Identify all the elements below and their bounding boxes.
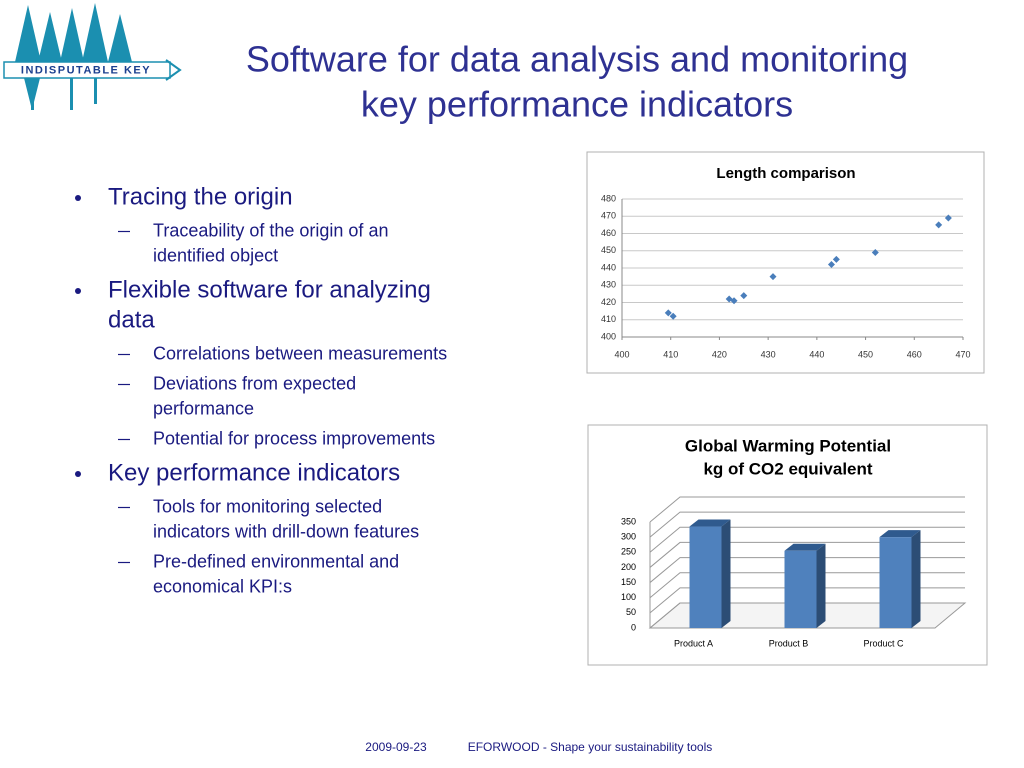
x-tick-label: 440 <box>809 349 824 359</box>
bullet-text: Tracing the origin <box>108 183 293 210</box>
bullet-marker <box>75 471 81 477</box>
charts: Length comparison 400 410 420 430 440 450 460 47… <box>601 165 971 648</box>
bar-side <box>911 530 921 628</box>
grid-line <box>649 587 965 614</box>
slide-title: Software for data analysis and monitorin… <box>246 39 908 80</box>
chart-frame <box>586 151 985 374</box>
sub-bullet-text: indicators with drill-down features <box>153 521 419 541</box>
y-tick-label: 420 <box>601 297 616 307</box>
bar-side <box>721 519 731 628</box>
scatter-point <box>935 221 943 229</box>
sub-bullet-text: Potential for process improvements <box>153 428 435 448</box>
y-tick-label: 470 <box>601 211 616 221</box>
bullet-text: Key performance indicators <box>108 459 400 486</box>
sub-bullet-text: Correlations between measurements <box>153 343 447 363</box>
slide-title: key performance indicators <box>361 84 793 125</box>
y-tick-label: 150 <box>621 577 636 587</box>
x-tick-label: Product C <box>863 638 904 648</box>
sub-bullet-text: Tools for monitoring selected <box>153 496 382 516</box>
y-tick-label: 410 <box>601 314 616 324</box>
x-tick-label: 450 <box>858 349 873 359</box>
y-tick-label: 50 <box>626 607 636 617</box>
y-tick-label: 480 <box>601 193 616 203</box>
chart-subtitle: kg of CO2 equivalent <box>703 459 872 478</box>
bullet-text: data <box>108 306 155 333</box>
scatter-point <box>944 214 952 222</box>
scatter-point <box>769 273 777 281</box>
y-tick-label: 100 <box>621 592 636 602</box>
grid-line <box>649 557 965 583</box>
x-tick-label: 410 <box>663 349 678 359</box>
grid-line <box>649 602 965 629</box>
y-tick-label: 440 <box>601 262 616 272</box>
footer-text: EFORWOOD - Shape your sustainability too… <box>468 740 713 754</box>
logo: INDISPUTABLE KEY <box>3 3 182 110</box>
y-tick-label: 0 <box>631 622 636 632</box>
scatter-point <box>669 312 677 320</box>
grid-line <box>649 496 965 523</box>
x-tick-label: Product A <box>674 638 713 648</box>
bar-side <box>816 543 826 628</box>
y-tick-label: 450 <box>601 245 616 255</box>
scatter-point <box>827 261 835 269</box>
sub-bullet-text: Traceability of the origin of an <box>153 220 388 240</box>
x-tick-label: Product B <box>769 638 809 648</box>
logo-text: INDISPUTABLE KEY <box>21 64 151 76</box>
bar <box>784 550 817 628</box>
bullet-marker <box>75 288 81 294</box>
sub-bullet-text: identified object <box>153 245 278 265</box>
y-tick-label: 430 <box>601 280 616 290</box>
y-tick-label: 300 <box>621 532 636 542</box>
grid-line <box>649 511 965 538</box>
bar-top <box>879 530 921 538</box>
y-tick-label: 200 <box>621 562 636 572</box>
scatter-point <box>832 255 840 263</box>
x-tick-label: 420 <box>712 349 727 359</box>
x-tick-label: 400 <box>614 349 629 359</box>
x-tick-label: 460 <box>907 349 922 359</box>
y-tick-label: 460 <box>601 228 616 238</box>
footer-date: 2009-09-23 <box>365 740 427 754</box>
scatter-point <box>664 309 672 317</box>
grid-line <box>649 572 965 599</box>
y-tick-label: 250 <box>621 547 636 557</box>
chart-title: Length comparison <box>716 165 855 182</box>
x-tick-label: 430 <box>761 349 776 359</box>
sub-bullet-text: economical KPI:s <box>153 576 292 596</box>
scatter-point <box>871 248 879 256</box>
sub-bullet-text: Pre-defined environmental and <box>153 551 399 571</box>
sub-bullet-text: Deviations from expected <box>153 373 356 393</box>
x-tick-label: 470 <box>955 349 970 359</box>
bullet-marker <box>75 195 81 201</box>
bar <box>879 537 912 628</box>
scatter-point <box>730 297 738 305</box>
y-tick-label: 400 <box>601 331 616 341</box>
bar <box>689 526 722 628</box>
bullet-text: Flexible software for analyzing <box>108 276 431 303</box>
chart-title: Global Warming Potential <box>685 436 891 455</box>
sub-bullet-text: performance <box>153 398 254 418</box>
bullet-list: Tracing the origin Traceability of the or… <box>75 183 447 596</box>
bar-top <box>689 519 731 527</box>
grid-line <box>649 526 965 553</box>
scatter-point <box>740 292 748 300</box>
y-tick-label: 350 <box>621 516 636 526</box>
bar-top <box>784 543 826 551</box>
grid-line <box>649 541 965 568</box>
